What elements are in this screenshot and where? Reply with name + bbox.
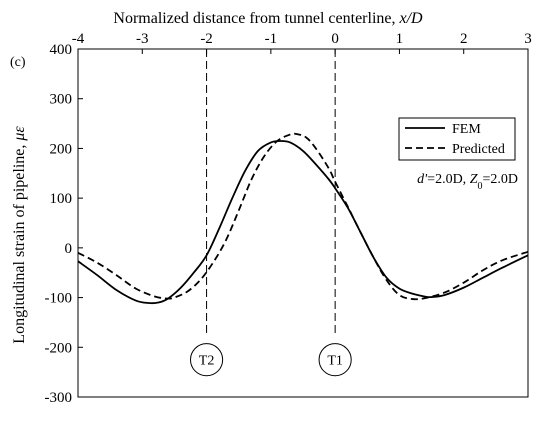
- annotation-z-val: =2.0D: [482, 172, 518, 187]
- tunnel-t1-circle: [318, 343, 352, 377]
- parameter-annotation: d'=2.0D, Z0=2.0D: [417, 172, 518, 192]
- y-axis-title-prefix: Longitudinal strain of pipeline,: [11, 141, 28, 344]
- x-tick-label: 0: [331, 31, 339, 47]
- y-axis-title-variable: με: [11, 126, 28, 142]
- top-x-axis: -4 -3 -2 -1 0 1 2 3: [72, 31, 532, 54]
- panel-label: (c): [10, 55, 26, 70]
- x-axis-title-prefix: Normalized distance from tunnel centerli…: [113, 10, 399, 27]
- y-axis-title: Longitudinal strain of pipeline, με: [11, 126, 28, 344]
- y-tick-label: -300: [45, 390, 73, 406]
- y-tick-label: 0: [65, 241, 73, 257]
- y-tick-label: 100: [50, 191, 73, 207]
- tunnel-t2-circle: [190, 343, 224, 377]
- x-tick-label: -2: [200, 31, 213, 47]
- tunnel-guide-lines: [206, 49, 336, 335]
- data-series: [77, 132, 529, 305]
- annotation-d-var: d': [417, 172, 428, 187]
- x-tick-label: -1: [265, 31, 278, 47]
- plot-frame: [77, 48, 529, 398]
- y-tick-label: -100: [45, 291, 73, 307]
- x-tick-label: 2: [460, 31, 468, 47]
- x-tick-label: 3: [524, 31, 532, 47]
- x-axis-title: Normalized distance from tunnel centerli…: [113, 10, 423, 27]
- x-axis-title-variable: x/D: [399, 10, 424, 27]
- left-y-axis: -300 -200 -100 0 100 200 300 400: [45, 42, 83, 406]
- y-tick-label: 200: [50, 141, 73, 157]
- x-tick-label: -4: [72, 31, 85, 47]
- legend-fem-label: FEM: [452, 122, 481, 137]
- y-tick-label: -200: [45, 340, 73, 356]
- y-tick-label: 400: [50, 42, 73, 58]
- legend: FEM Predicted: [398, 117, 516, 161]
- series-predicted-line: [77, 132, 529, 301]
- annotation-z-sub: 0: [477, 181, 482, 192]
- tunnels: T2 T1: [190, 343, 352, 377]
- x-tick-label: -3: [136, 31, 149, 47]
- y-tick-label: 300: [50, 92, 73, 108]
- annotation-d-val: =2.0D,: [427, 172, 470, 187]
- annotation-z-var: Z: [470, 172, 478, 187]
- legend-predicted-label: Predicted: [452, 142, 505, 157]
- series-fem-line: [77, 140, 529, 305]
- tunnel-t1-label: T1: [327, 354, 343, 369]
- x-tick-label: 1: [396, 31, 404, 47]
- tunnel-t2-label: T2: [199, 354, 215, 369]
- legend-box: [398, 117, 516, 161]
